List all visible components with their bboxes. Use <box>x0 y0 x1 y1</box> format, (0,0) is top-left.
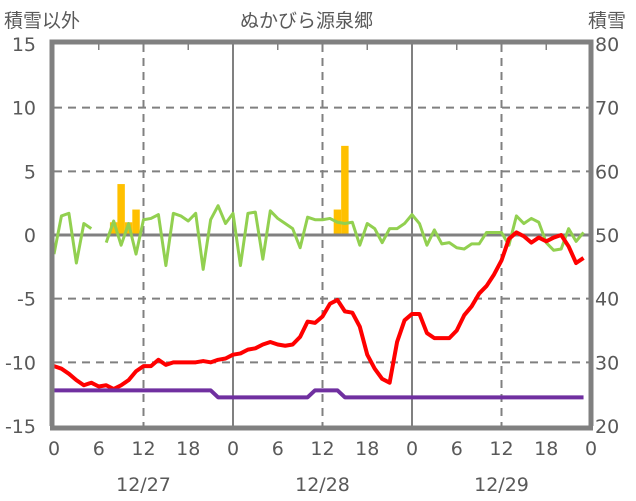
x-tick-label: 0 <box>406 438 418 460</box>
left-tick-label: -15 <box>5 416 36 438</box>
right-tick-label: 60 <box>595 161 619 183</box>
date-label: 12/27 <box>116 474 171 496</box>
x-tick-label: 0 <box>585 438 597 460</box>
x-tick-label: 0 <box>48 438 60 460</box>
left-tick-label: -10 <box>5 352 36 374</box>
left-axis-title: 積雪以外 <box>4 10 81 32</box>
x-tick-label: 12 <box>489 438 513 460</box>
x-tick-label: 18 <box>534 438 558 460</box>
date-label: 12/29 <box>474 474 529 496</box>
right-tick-label: 20 <box>595 416 619 438</box>
x-tick-label: 6 <box>272 438 284 460</box>
x-tick-label: 6 <box>93 438 105 460</box>
x-tick-label: 12 <box>310 438 334 460</box>
precip-bar <box>117 184 125 235</box>
green-line <box>104 204 585 271</box>
x-tick-label: 0 <box>227 438 239 460</box>
chart-title: ぬかびら源泉郷 <box>240 10 374 32</box>
left-tick-label: 15 <box>12 34 36 56</box>
right-tick-label: 80 <box>595 34 619 56</box>
date-label: 12/28 <box>295 474 350 496</box>
right-tick-label: 70 <box>595 98 619 120</box>
precip-bar <box>341 145 349 235</box>
left-tick-label: -5 <box>17 289 36 311</box>
x-tick-label: 12 <box>131 438 155 460</box>
x-tick-label: 18 <box>355 438 379 460</box>
red-line <box>53 230 585 392</box>
x-tick-label: 6 <box>451 438 463 460</box>
right-tick-label: 30 <box>595 352 619 374</box>
purple-line <box>54 388 584 400</box>
right-tick-label: 50 <box>595 225 619 247</box>
left-tick-label: 0 <box>24 225 36 247</box>
precip-bar <box>109 222 118 235</box>
x-tick-label: 18 <box>176 438 200 460</box>
plot-frame <box>49 39 594 426</box>
left-tick-label: 10 <box>12 98 36 120</box>
right-tick-label: 40 <box>595 289 619 311</box>
left-tick-label: 5 <box>24 161 36 183</box>
right-axis-title: 積雪 <box>588 10 627 32</box>
precip-bar <box>132 209 140 235</box>
green-line <box>52 211 93 265</box>
